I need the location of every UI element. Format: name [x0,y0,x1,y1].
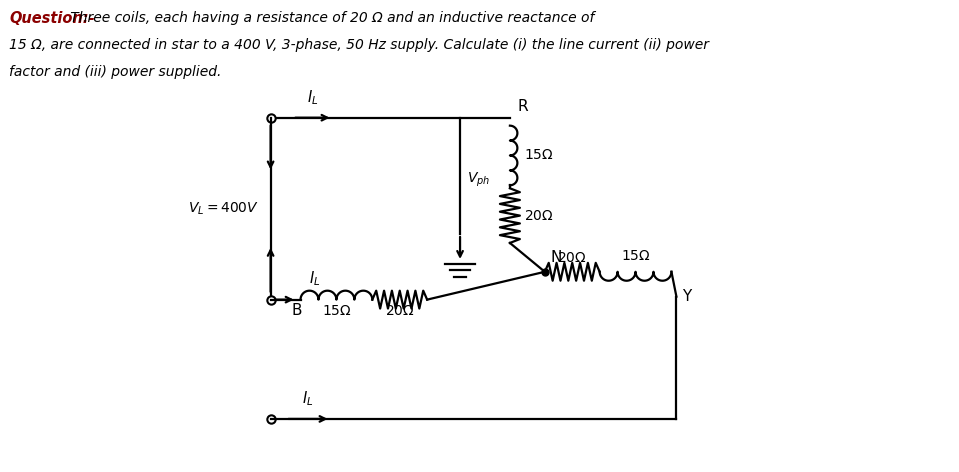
Text: Y: Y [683,289,691,304]
Text: R: R [518,99,528,114]
Text: $I_L$: $I_L$ [302,389,314,408]
Text: $15\Omega$: $15\Omega$ [524,149,553,162]
Text: $V_{ph}$: $V_{ph}$ [467,171,490,189]
Text: B: B [292,303,302,318]
Text: $I_L$: $I_L$ [309,269,320,288]
Text: $20\Omega$: $20\Omega$ [557,251,587,265]
Text: factor and (iii) power supplied.: factor and (iii) power supplied. [10,65,222,79]
Text: N: N [550,250,562,265]
Text: $20\Omega$: $20\Omega$ [385,303,414,318]
Text: Question:-: Question:- [10,11,95,26]
Text: $I_L$: $I_L$ [307,88,318,107]
Text: 15 Ω, are connected in star to a 400 V, 3-phase, 50 Hz supply. Calculate (i) the: 15 Ω, are connected in star to a 400 V, … [10,38,710,52]
Text: $15\Omega$: $15\Omega$ [620,249,650,263]
Text: $20\Omega$: $20\Omega$ [524,209,553,223]
Text: $V_L= 400V$: $V_L= 400V$ [188,201,259,217]
Text: $15\Omega$: $15\Omega$ [321,303,351,318]
Text: Three coils, each having a resistance of 20 Ω and an inductive reactance of: Three coils, each having a resistance of… [10,11,595,25]
